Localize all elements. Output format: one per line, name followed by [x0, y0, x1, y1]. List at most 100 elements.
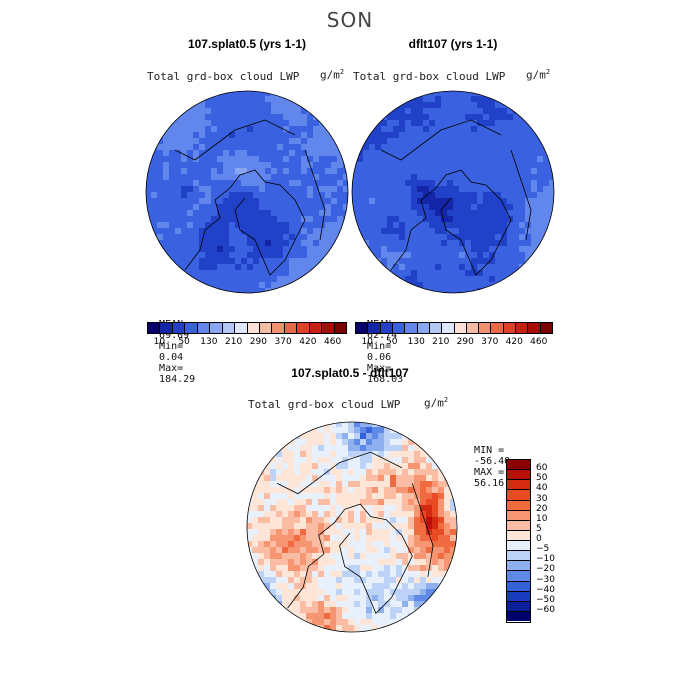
- map-cell: [312, 535, 318, 541]
- colorbar-tick-label: 130: [407, 337, 425, 347]
- map-cell: [258, 553, 264, 559]
- map-cell: [393, 198, 399, 204]
- map-cell: [175, 144, 181, 150]
- map-cell: [169, 240, 175, 246]
- map-cell: [181, 186, 187, 192]
- map-cell: [438, 517, 444, 523]
- map-cell: [277, 222, 283, 228]
- map-cell: [217, 156, 223, 162]
- map-cell: [312, 553, 318, 559]
- map-cell: [417, 162, 423, 168]
- map-cell: [408, 463, 414, 469]
- map-cell: [300, 517, 306, 523]
- map-cell: [447, 162, 453, 168]
- map-cell: [501, 162, 507, 168]
- map-cell: [193, 168, 199, 174]
- map-cell: [301, 150, 307, 156]
- map-cell: [471, 126, 477, 132]
- map-cell: [330, 463, 336, 469]
- map-cell: [229, 162, 235, 168]
- colorbar-swatch: [197, 323, 211, 333]
- map-cell: [318, 577, 324, 583]
- map-cell: [259, 222, 265, 228]
- map-cell: [312, 427, 318, 433]
- map-cell: [324, 439, 330, 445]
- map-cell: [223, 180, 229, 186]
- map-cell: [282, 565, 288, 571]
- map-cell: [252, 493, 258, 499]
- map-cell: [429, 216, 435, 222]
- map-cell: [247, 150, 253, 156]
- map-cell: [417, 150, 423, 156]
- map-cell: [342, 523, 348, 529]
- map-cell: [342, 451, 348, 457]
- map-cell: [450, 529, 456, 535]
- map-cell: [211, 138, 217, 144]
- map-cell: [477, 120, 483, 126]
- map-cell: [393, 228, 399, 234]
- map-cell: [324, 535, 330, 541]
- map-cell: [477, 258, 483, 264]
- map-cell: [420, 547, 426, 553]
- map-cell: [306, 451, 312, 457]
- map-cell: [247, 192, 253, 198]
- map-cell: [282, 457, 288, 463]
- colorbar-swatch: [507, 591, 530, 602]
- colorbar-tick-label: −50: [536, 594, 555, 605]
- map-cell: [336, 535, 342, 541]
- map-cell: [453, 258, 459, 264]
- map-cell: [325, 234, 331, 240]
- map-cell: [181, 222, 187, 228]
- map-cell: [372, 541, 378, 547]
- map-cell: [543, 222, 549, 228]
- map-cell: [324, 505, 330, 511]
- panel3-min-label: MIN =: [474, 445, 505, 456]
- map-cell: [265, 210, 271, 216]
- map-cell: [175, 204, 181, 210]
- map-cell: [402, 523, 408, 529]
- map-cell: [264, 475, 270, 481]
- map-cell: [375, 144, 381, 150]
- map-cell: [265, 204, 271, 210]
- map-cell: [465, 204, 471, 210]
- map-cell: [477, 204, 483, 210]
- map-cell: [289, 216, 295, 222]
- map-cell: [223, 204, 229, 210]
- map-cell: [324, 475, 330, 481]
- map-cell: [360, 433, 366, 439]
- map-cell: [420, 523, 426, 529]
- map-cell: [447, 288, 453, 293]
- map-cell: [525, 240, 531, 246]
- map-cell: [390, 589, 396, 595]
- map-cell: [181, 204, 187, 210]
- map-cell: [163, 234, 169, 240]
- map-cell: [372, 517, 378, 523]
- map-cell: [199, 180, 205, 186]
- map-cell: [507, 246, 513, 252]
- map-cell: [525, 210, 531, 216]
- map-cell: [384, 511, 390, 517]
- map-cell: [465, 276, 471, 282]
- map-cell: [193, 216, 199, 222]
- map-cell: [300, 541, 306, 547]
- map-cell: [312, 451, 318, 457]
- map-cell: [247, 517, 252, 523]
- map-cell: [438, 487, 444, 493]
- map-cell: [387, 138, 393, 144]
- map-cell: [423, 282, 429, 288]
- map-cell: [363, 216, 369, 222]
- map-cell: [444, 505, 450, 511]
- map-cell: [282, 541, 288, 547]
- map-cell: [295, 168, 301, 174]
- map-cell: [471, 186, 477, 192]
- map-cell: [471, 228, 477, 234]
- map-cell: [411, 240, 417, 246]
- map-cell: [325, 162, 331, 168]
- map-cell: [146, 204, 151, 210]
- map-cell: [399, 120, 405, 126]
- map-cell: [324, 595, 330, 601]
- map-cell: [366, 613, 372, 619]
- map-cell: [465, 180, 471, 186]
- map-cell: [390, 475, 396, 481]
- map-cell: [420, 535, 426, 541]
